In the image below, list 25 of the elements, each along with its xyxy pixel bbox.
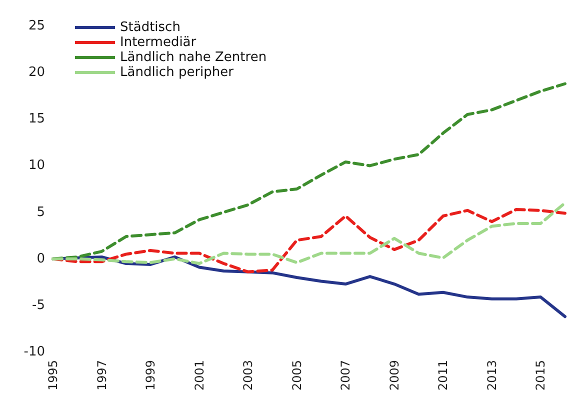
line-series (52, 201, 566, 266)
x-tick-label: 2009 (387, 360, 402, 391)
x-tick-label: 2001 (192, 360, 206, 391)
y-tick-label: 5 (36, 204, 45, 220)
y-tick-label: 15 (28, 112, 45, 127)
x-tick-label: 2015 (534, 360, 548, 391)
line-series (52, 82, 566, 260)
legend-label: Ländlich nahe Zentren (120, 50, 267, 65)
y-tick-label: 20 (28, 65, 45, 80)
x-tick-label: 2011 (436, 360, 450, 391)
y-tick-label: 0 (36, 251, 45, 266)
x-tick-label: 2007 (338, 360, 353, 391)
legend-label: Ländlich peripher (120, 65, 234, 80)
x-tick-label: 2005 (290, 360, 304, 391)
y-tick-label: 25 (28, 18, 45, 34)
y-tick-label: 10 (28, 158, 45, 174)
legend-label: Städtisch (120, 20, 180, 35)
legend-label: Intermediär (120, 35, 197, 50)
x-tick-label: 1997 (94, 360, 109, 391)
y-tick-label: -10 (24, 344, 45, 360)
y-tick-label: -5 (32, 298, 45, 313)
x-tick-label: 2013 (484, 360, 499, 391)
x-tick-label: 1999 (144, 360, 158, 391)
x-tick-label: 2003 (241, 360, 256, 391)
x-tick-label: 1995 (46, 360, 60, 391)
